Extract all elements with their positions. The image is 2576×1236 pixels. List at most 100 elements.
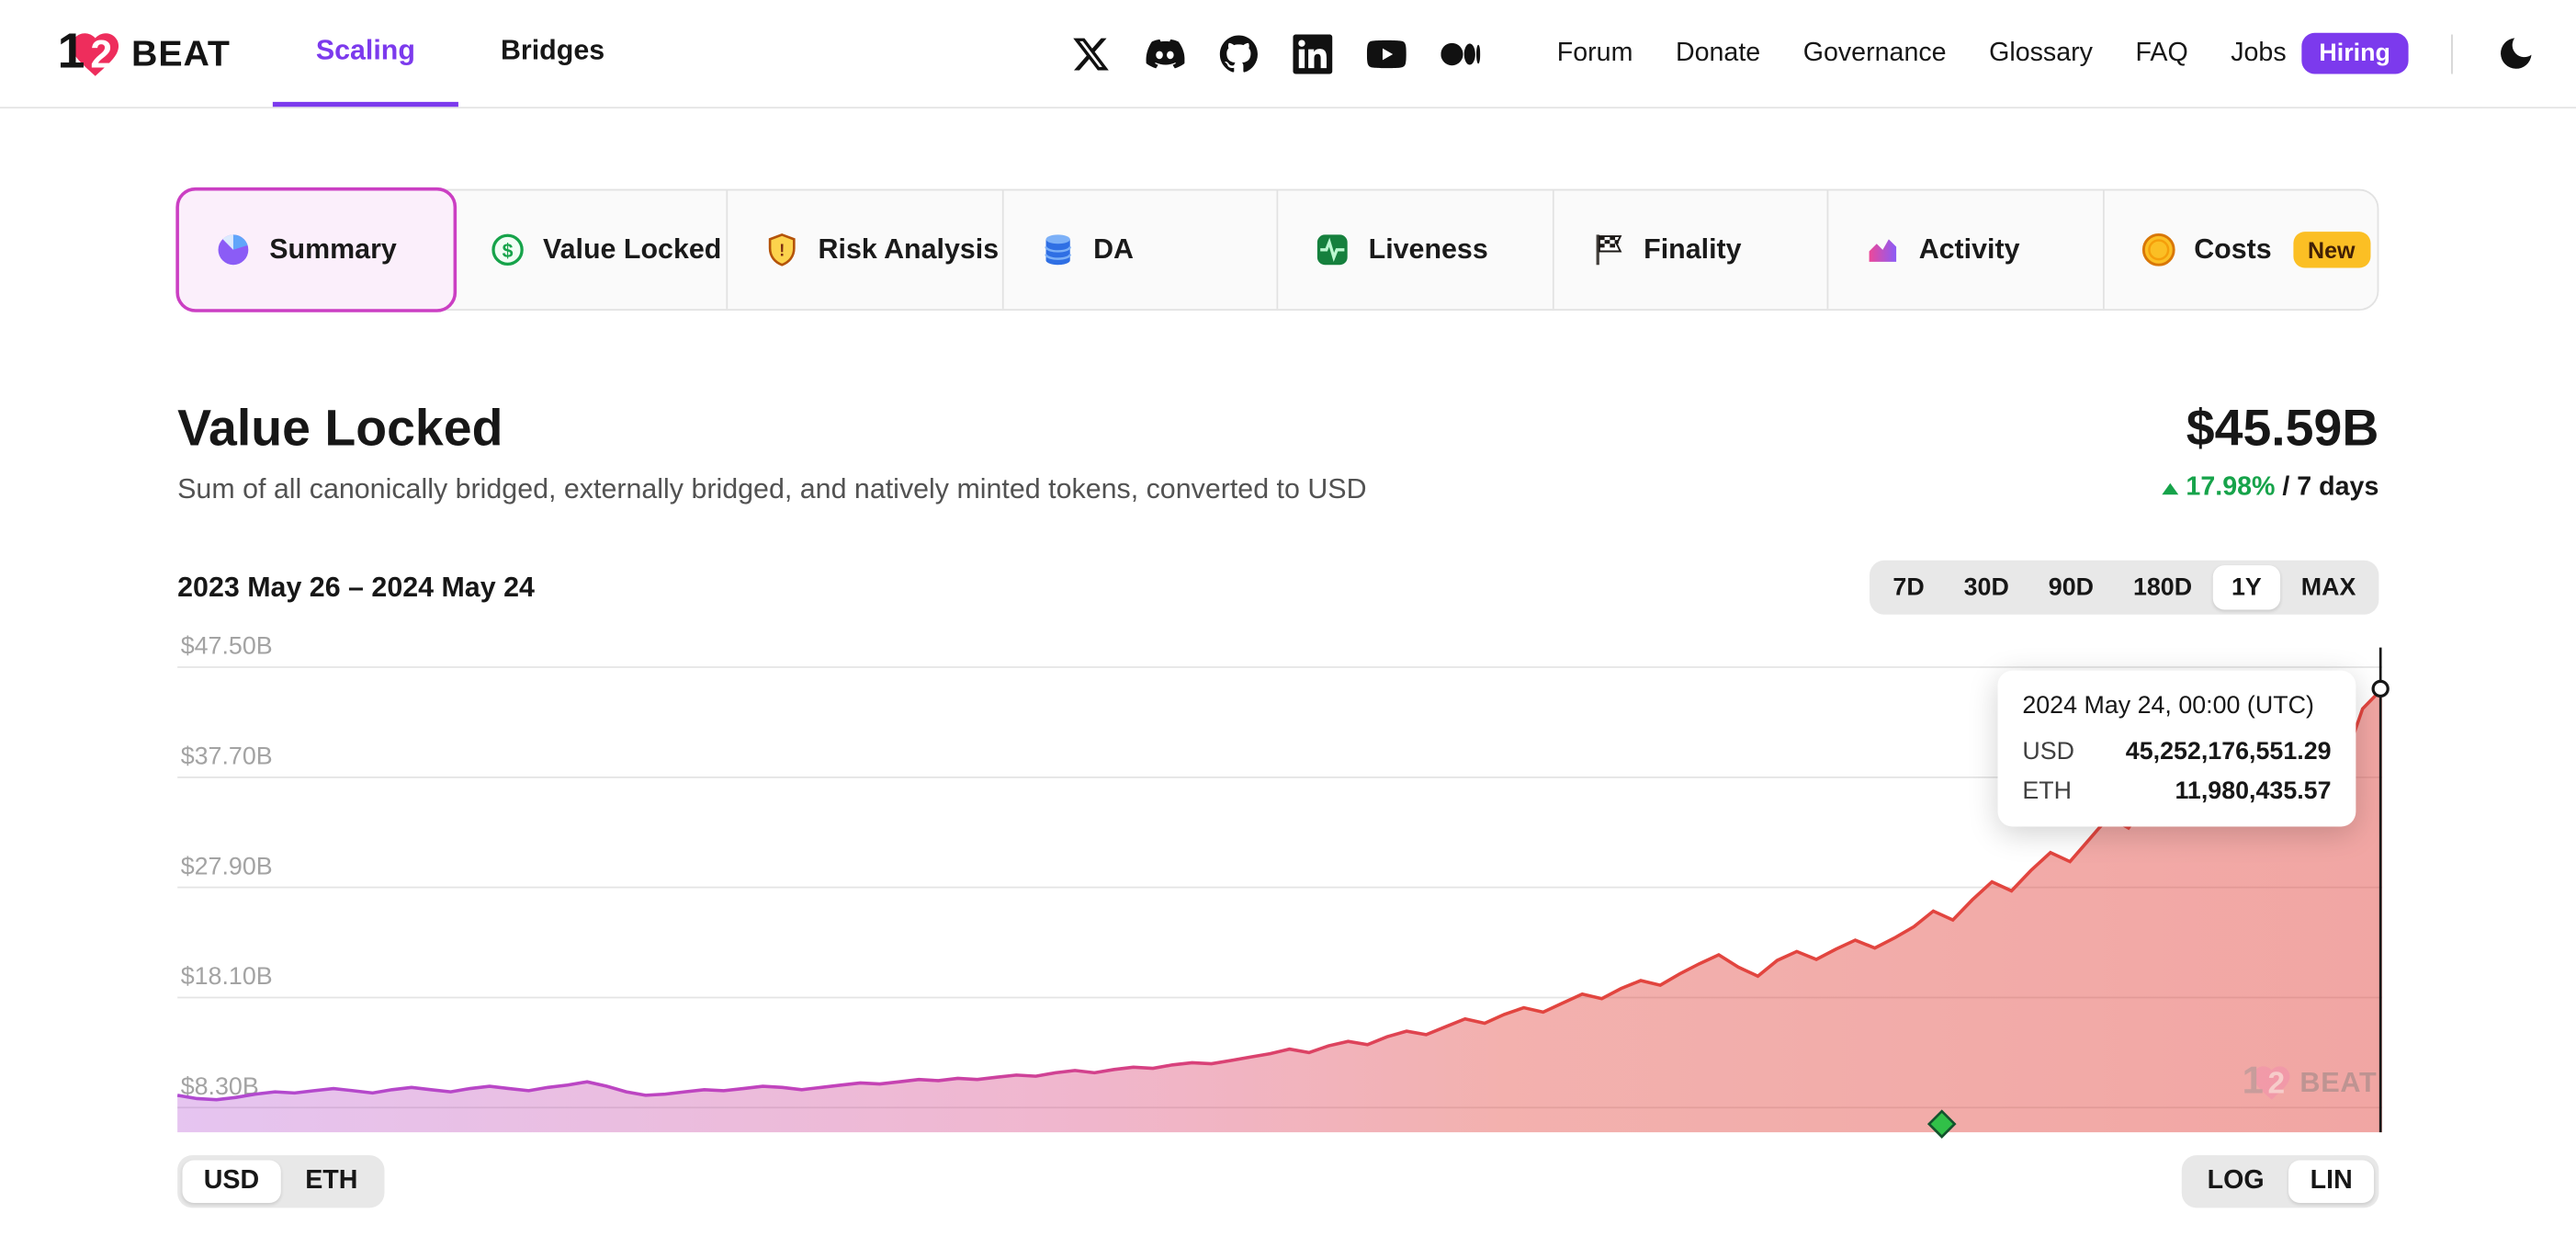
tooltip-usd-label: USD (2022, 737, 2074, 766)
jobs-label: Jobs (2231, 39, 2287, 67)
database-icon (1039, 232, 1075, 267)
watermark-heart-mark: 1 2 (2241, 1059, 2299, 1107)
tab-label: Finality (1644, 232, 1742, 265)
tooltip-eth-label: ETH (2022, 777, 2072, 806)
area-chart-icon (1865, 232, 1901, 267)
l2beat-watermark: 1 2 BEAT (2241, 1059, 2377, 1107)
tab-value-locked[interactable]: $ Value Locked (453, 190, 729, 310)
change-period: / 7 days (2275, 473, 2379, 502)
social-links (1071, 33, 1481, 74)
l2beat-heart-mark: 1 2 (56, 22, 131, 85)
site-header: 1 2 BEAT Scaling Bridges Forum Donate Go… (0, 0, 2576, 109)
hovered-point-marker (2371, 679, 2390, 698)
link-governance[interactable]: Governance (1802, 39, 1947, 67)
linkedin-icon[interactable] (1293, 33, 1333, 74)
discord-icon[interactable] (1145, 34, 1185, 74)
range-7d[interactable]: 7D (1875, 565, 1943, 609)
dollar-sign-icon: $ (489, 232, 525, 267)
range-1y[interactable]: 1Y (2213, 565, 2280, 610)
tab-label: DA (1093, 232, 1135, 265)
svg-text:!: ! (779, 241, 785, 259)
page-subtitle: Sum of all canonically bridged, external… (177, 473, 1367, 505)
link-faq[interactable]: FAQ (2135, 39, 2188, 67)
primary-nav: Scaling Bridges (273, 0, 647, 108)
scale-lin-button[interactable]: LIN (2288, 1160, 2375, 1204)
heart-icon (72, 32, 119, 75)
tab-label: Activity (1918, 232, 2020, 265)
tab-finality[interactable]: Finality (1554, 190, 1829, 310)
link-jobs[interactable]: Jobs Hiring (2231, 32, 2409, 74)
range-180d[interactable]: 180D (2115, 565, 2209, 609)
tooltip-eth-value: 11,980,435.57 (2175, 777, 2332, 806)
header-divider (2451, 33, 2453, 74)
nav-tab-bridges[interactable]: Bridges (500, 34, 605, 66)
pie-chart-icon (215, 232, 251, 267)
metric-tabs: Summary $ Value Locked ! Risk Analysis D… (175, 187, 2379, 312)
svg-text:$: $ (502, 240, 513, 262)
new-badge: New (2292, 232, 2370, 268)
coin-icon (2140, 232, 2175, 267)
tab-activity[interactable]: Activity (1828, 190, 2104, 310)
tvl-line (176, 687, 2384, 1102)
total-value: $45.59B (2186, 399, 2379, 458)
heartbeat-icon (1315, 232, 1350, 267)
currency-usd-button[interactable]: USD (182, 1160, 281, 1204)
tvl-chart[interactable]: $47.50B $37.70B $27.90B $18.10B $8.30B (176, 632, 2390, 1139)
time-range-selector: 7D 30D 90D 180D 1Y MAX (1870, 560, 2379, 615)
value-locked-section: Value Locked Sum of all canonically brid… (177, 400, 2378, 506)
tab-costs[interactable]: Costs New (2104, 190, 2378, 309)
tab-liveness[interactable]: Liveness (1278, 190, 1554, 310)
change-7d: 17.98% / 7 days (2161, 473, 2379, 503)
youtube-icon[interactable] (1366, 34, 1407, 74)
heart-icon (2253, 1066, 2290, 1100)
milestone-diamond-marker[interactable] (1926, 1109, 1957, 1139)
link-glossary[interactable]: Glossary (1989, 39, 2093, 67)
up-arrow-icon (2161, 482, 2178, 494)
chart-footer: USD ETH LOG LIN (177, 1155, 2379, 1208)
l2beat-logo[interactable]: 1 2 BEAT (56, 22, 231, 85)
chart-header: 2023 May 26 – 2024 May 24 7D 30D 90D 180… (177, 560, 2379, 615)
x-icon[interactable] (1071, 34, 1111, 74)
tooltip-usd-value: 45,252,176,551.29 (2125, 737, 2332, 766)
link-donate[interactable]: Donate (1675, 39, 1761, 67)
tab-label: Risk Analysis (818, 232, 1000, 265)
medium-icon[interactable] (1441, 34, 1481, 74)
moon-icon (2501, 38, 2532, 69)
y-tick-label: $18.10B (180, 962, 273, 992)
change-percent: 17.98% (2186, 473, 2276, 502)
range-max[interactable]: MAX (2283, 565, 2374, 609)
checkered-flag-icon (1589, 232, 1625, 267)
range-30d[interactable]: 30D (1946, 565, 2028, 609)
hiring-badge: Hiring (2300, 32, 2409, 74)
dark-mode-toggle[interactable] (2495, 33, 2536, 74)
logo-text-2: 2 (90, 31, 113, 77)
scale-toggle: LOG LIN (2180, 1155, 2379, 1208)
header-links: Forum Donate Governance Glossary FAQ Job… (1556, 32, 2536, 74)
tooltip-date: 2024 May 24, 00:00 (UTC) (2022, 691, 2314, 720)
tab-label: Costs (2194, 232, 2272, 265)
nav-tab-scaling[interactable]: Scaling (273, 0, 458, 108)
chart-date-range: 2023 May 26 – 2024 May 24 (177, 571, 535, 603)
logo-text-beat: BEAT (131, 31, 231, 74)
shield-exclamation-icon: ! (764, 232, 800, 267)
tvl-area-fill (177, 688, 2382, 1133)
logo-text-l: 1 (57, 23, 85, 78)
link-forum[interactable]: Forum (1556, 39, 1633, 67)
tab-risk-analysis[interactable]: ! Risk Analysis (728, 190, 1003, 310)
tab-label: Liveness (1368, 232, 1488, 265)
tab-da[interactable]: DA (1003, 190, 1279, 310)
y-tick-label: $37.70B (180, 743, 273, 771)
range-90d[interactable]: 90D (2030, 565, 2112, 609)
github-icon[interactable] (1219, 34, 1259, 74)
tab-label: Value Locked (543, 232, 722, 265)
tab-label: Summary (269, 232, 397, 265)
currency-toggle: USD ETH (177, 1155, 385, 1208)
page-title: Value Locked (177, 399, 503, 458)
y-tick-label: $27.90B (180, 853, 273, 881)
tvl-area-chart-canvas[interactable] (176, 647, 2390, 1139)
tab-summary[interactable]: Summary (175, 187, 457, 312)
scale-log-button[interactable]: LOG (2186, 1161, 2285, 1203)
chart-tooltip: 2024 May 24, 00:00 (UTC) USD 45,252,176,… (1997, 670, 2356, 827)
currency-eth-button[interactable]: ETH (284, 1161, 379, 1203)
